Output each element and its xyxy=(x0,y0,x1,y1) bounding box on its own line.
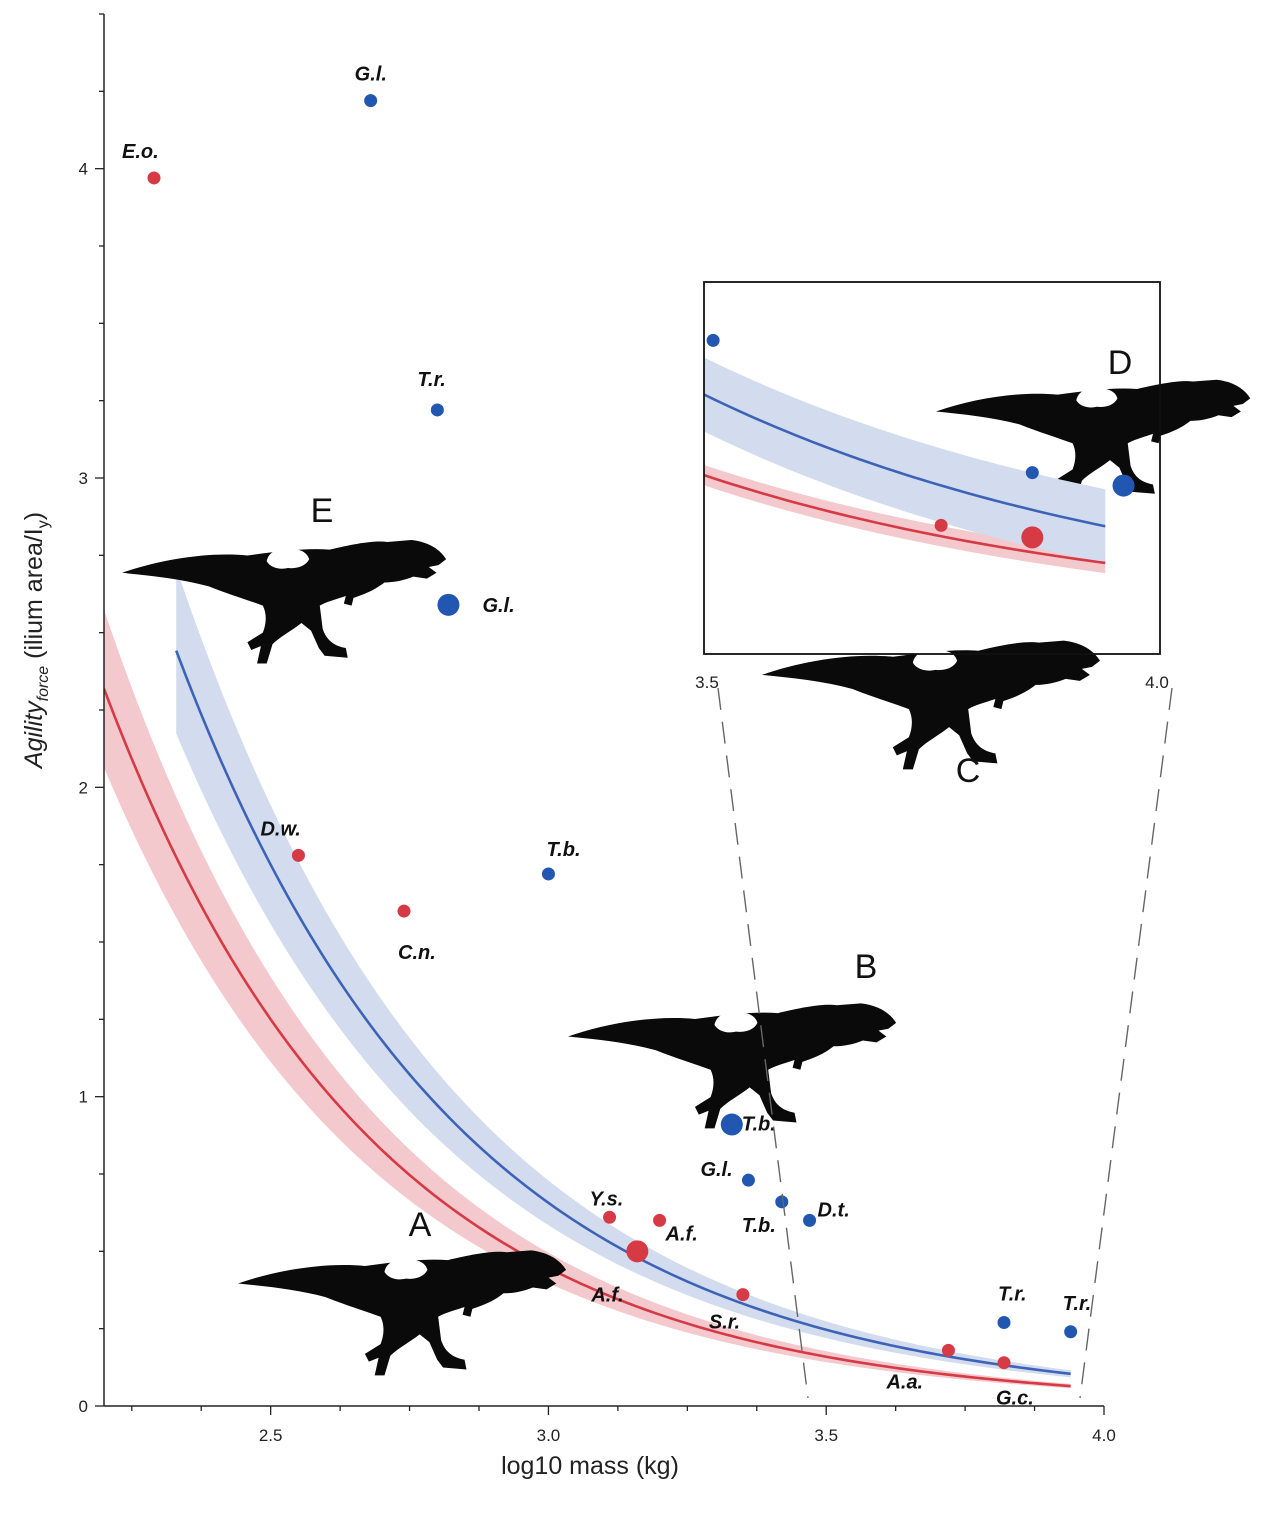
data-point xyxy=(997,1315,1011,1329)
x-ticks: 2.5 3.0 3.5 4.0 xyxy=(131,1406,1116,1445)
data-point xyxy=(291,848,305,862)
silhouette-letter-b: B xyxy=(855,948,878,986)
data-point xyxy=(437,593,460,616)
y-tick-label: 0 xyxy=(79,1397,88,1416)
x-tick-label: 3.5 xyxy=(814,1426,838,1445)
regression-curve-1 xyxy=(104,688,1071,1388)
point-label: T.r. xyxy=(1063,1293,1092,1315)
inset-curve-2 xyxy=(704,393,1106,528)
point-label: G.c. xyxy=(996,1388,1034,1410)
inset-point xyxy=(1021,526,1044,549)
y-tick-label: 2 xyxy=(79,778,88,797)
y-tick-label: 1 xyxy=(79,1088,88,1107)
data-point xyxy=(147,171,161,185)
data-point xyxy=(397,904,411,918)
silhouette-letters: A B C D E xyxy=(311,344,1133,1244)
y-tick-label: 3 xyxy=(79,469,88,488)
confidence-band-2 xyxy=(176,567,1071,1378)
x-tick-label: 4.0 xyxy=(1092,1426,1116,1445)
silhouette-a xyxy=(238,1250,567,1376)
point-label: T.r. xyxy=(998,1283,1027,1305)
y-title-rest: (ilium area/I xyxy=(20,528,48,666)
point-label: G.l. xyxy=(355,64,387,86)
point-label: T.r. xyxy=(417,369,446,391)
silhouette-letter-c: C xyxy=(956,752,981,790)
inset-zoom: 3.5 4.0 xyxy=(695,281,1173,1399)
point-label: A.f. xyxy=(590,1284,623,1306)
y-ticks: 0 1 2 3 4 xyxy=(79,13,104,1416)
point-label: A.a. xyxy=(885,1371,923,1393)
data-point xyxy=(430,403,444,417)
inset-point xyxy=(706,333,720,347)
inset-ticks: 3.5 4.0 xyxy=(695,673,1169,692)
inset-tick-label: 3.5 xyxy=(695,673,719,692)
point-label: T.b. xyxy=(546,839,580,861)
data-point xyxy=(364,94,378,108)
axes: 2.5 3.0 3.5 4.0 0 1 2 3 4 log10 mass (kg) Agili… xyxy=(20,13,1116,1480)
data-point xyxy=(720,1113,743,1136)
inset-curve-1 xyxy=(704,473,1106,565)
inset-points xyxy=(706,333,1135,549)
regression-curves xyxy=(104,650,1071,1388)
point-label: D.w. xyxy=(260,818,300,840)
data-point xyxy=(741,1173,755,1187)
zoom-guide-left xyxy=(717,687,809,1399)
inset-tick-label: 4.0 xyxy=(1145,673,1169,692)
point-labels: E.o. D.w. C.n. Y.s. A.f. A.f. S.r. A.a. G.c. G.l.… xyxy=(122,64,1091,1410)
data-point xyxy=(1064,1325,1078,1339)
regression-curve-2 xyxy=(175,650,1071,1376)
point-label: Y.s. xyxy=(590,1188,624,1210)
y-title-end: ) xyxy=(20,512,48,520)
silhouette-e xyxy=(122,540,447,664)
data-point xyxy=(626,1240,649,1263)
point-label: E.o. xyxy=(122,141,159,163)
point-label: D.t. xyxy=(818,1199,850,1221)
confidence-bands xyxy=(104,567,1071,1389)
data-point xyxy=(541,867,555,881)
x-tick-label: 3.0 xyxy=(537,1426,561,1445)
silhouette-b xyxy=(568,1003,897,1129)
inset-frame xyxy=(703,281,1161,655)
y-title-sub2: y xyxy=(35,520,52,528)
y-title-sub: force xyxy=(35,666,52,702)
data-point xyxy=(997,1356,1011,1370)
data-point xyxy=(775,1195,789,1209)
point-label: G.l. xyxy=(482,595,514,617)
y-tick-label: 4 xyxy=(79,160,88,179)
x-axis-title: log10 mass (kg) xyxy=(501,1452,679,1480)
inset-curves xyxy=(704,393,1106,565)
silhouette-letter-d: D xyxy=(1108,344,1133,382)
data-point xyxy=(803,1213,817,1227)
data-point xyxy=(736,1288,750,1302)
point-label: S.r. xyxy=(709,1312,740,1334)
silhouette-c xyxy=(762,640,1100,770)
point-label: T.b. xyxy=(742,1215,776,1237)
data-points xyxy=(147,94,1078,1370)
y-title-main: Agility xyxy=(20,700,48,770)
y-axis-title: Agilityforce (ilium area/Iy) xyxy=(20,512,52,770)
x-tick-label: 2.5 xyxy=(259,1426,283,1445)
zoom-guide-right xyxy=(1079,687,1173,1399)
inset-point xyxy=(1112,474,1135,497)
data-point xyxy=(653,1213,667,1227)
inset-band-1 xyxy=(704,464,1106,574)
silhouette-letter-e: E xyxy=(311,492,334,530)
data-point xyxy=(603,1210,617,1224)
inset-bands xyxy=(704,357,1106,574)
inset-point xyxy=(934,518,948,532)
point-label: C.n. xyxy=(398,942,436,964)
data-point xyxy=(941,1343,955,1357)
point-label: G.l. xyxy=(700,1159,732,1181)
inset-band-2 xyxy=(704,357,1106,564)
silhouette-letter-a: A xyxy=(409,1206,432,1244)
point-label: T.b. xyxy=(742,1114,776,1136)
inset-point xyxy=(1025,466,1039,480)
point-label: A.f. xyxy=(665,1223,698,1245)
